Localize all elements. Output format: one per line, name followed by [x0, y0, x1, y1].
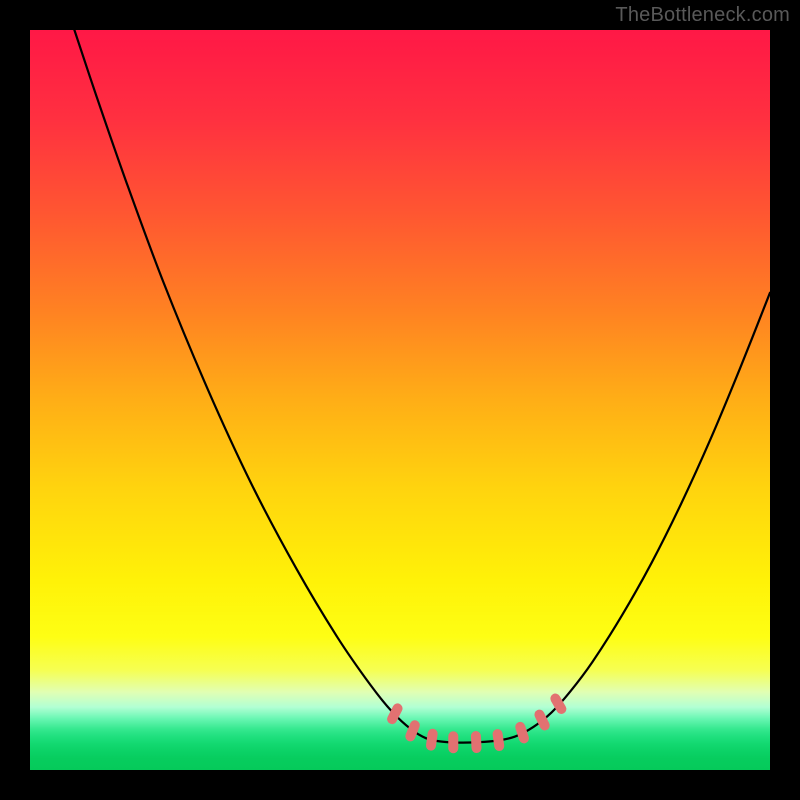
chart-svg: [0, 0, 800, 800]
plot-area: [30, 30, 770, 770]
marker-pill: [471, 731, 482, 753]
chart-root: TheBottleneck.com: [0, 0, 800, 800]
marker-pill: [448, 731, 458, 753]
